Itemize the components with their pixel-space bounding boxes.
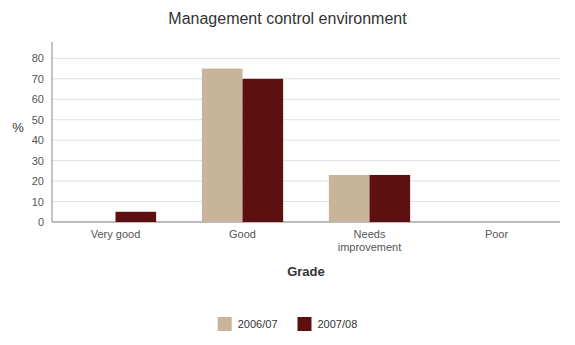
bar [329, 175, 370, 222]
bar [456, 222, 497, 223]
bar [202, 69, 243, 222]
grid-line [52, 99, 560, 100]
grid-line [52, 201, 560, 202]
x-tick-label: Poor [485, 228, 509, 240]
grid-line [52, 160, 560, 161]
x-tick-label: Needsimprovement [338, 228, 402, 253]
bar [370, 175, 411, 222]
y-tick-label: 80 [32, 52, 44, 64]
x-tick-label-line: Good [229, 228, 256, 240]
legend-swatch [298, 317, 312, 331]
x-tick-label: Very good [91, 228, 141, 240]
x-tick-label-line: Very good [91, 228, 141, 240]
x-tick-label: Good [229, 228, 256, 240]
grid-line [52, 119, 560, 120]
legend: 2006/07 2007/08 [218, 317, 358, 331]
y-tick-label: 30 [32, 155, 44, 167]
y-tick-label: 70 [32, 73, 44, 85]
grid [52, 58, 560, 222]
y-axis-label: % [12, 120, 24, 135]
bar [75, 222, 116, 223]
y-tick-label: 40 [32, 134, 44, 146]
legend-label: 2006/07 [238, 318, 278, 330]
grid-line [52, 58, 560, 59]
y-tick-label: 10 [32, 196, 44, 208]
y-tick-label: 60 [32, 93, 44, 105]
chart: Management control environment 0 10 20 30 40 5… [0, 0, 575, 345]
bars [116, 69, 411, 222]
x-tick-label-line: Poor [485, 228, 509, 240]
y-tick-label: 0 [38, 216, 44, 228]
grid-line [52, 78, 560, 79]
bar [243, 79, 284, 222]
x-tick-label-line: Needs [354, 228, 386, 240]
grid-line [52, 181, 560, 182]
x-tick-label-line: improvement [338, 241, 402, 253]
y-axis-line [52, 42, 53, 222]
grid-line [52, 140, 560, 141]
bar [116, 212, 157, 222]
legend-swatch [218, 317, 232, 331]
legend-label: 2007/08 [318, 318, 358, 330]
y-tick-label: 20 [32, 175, 44, 187]
x-axis-label: Grade [287, 264, 325, 279]
bar [497, 222, 538, 223]
title: Management control environment [168, 10, 407, 27]
y-tick-label: 50 [32, 114, 44, 126]
